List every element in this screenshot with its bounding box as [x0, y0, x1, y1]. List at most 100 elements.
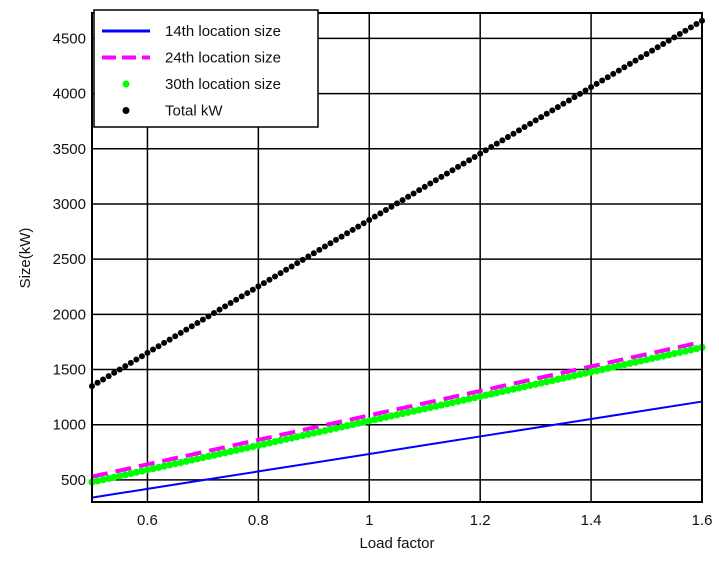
series-total-kw-marker — [105, 373, 112, 380]
series-total-kw-marker — [449, 167, 456, 174]
series-30th-location-size-marker — [227, 447, 235, 456]
series-total-kw-marker — [632, 57, 639, 64]
series-30th-location-size-marker — [382, 413, 390, 421]
series-30th-location-size-marker — [171, 460, 179, 468]
series-30th-location-size-marker — [498, 387, 506, 396]
series-total-kw-marker — [510, 130, 517, 137]
series-30th-location-size-marker — [404, 408, 412, 416]
series-30th-location-size-marker — [182, 457, 190, 465]
series-30th-location-size-marker — [127, 469, 135, 478]
series-total-kw-marker — [443, 170, 450, 177]
series-total-kw-marker — [543, 110, 550, 117]
series-30th-location-size-marker — [570, 372, 579, 380]
series-30th-location-size-marker — [482, 391, 490, 399]
y-tick-label: 4000 — [53, 86, 86, 103]
series-30th-location-size-marker — [493, 389, 501, 397]
series-30th-location-size-marker — [581, 369, 590, 377]
series-30th-location-size-marker — [593, 367, 601, 375]
series-group — [88, 17, 706, 499]
series-total-kw-marker — [643, 50, 650, 57]
series-30th-location-size-marker — [515, 384, 523, 392]
series-30th-location-size-marker — [642, 356, 651, 364]
series-total-kw-marker — [405, 193, 412, 200]
series-30th-location-size-marker — [299, 431, 307, 440]
y-tick-label: 4500 — [53, 30, 86, 47]
series-30th-location-size-marker — [160, 462, 168, 470]
series-30th-location-size-marker — [149, 465, 157, 473]
series-30th-location-size-marker — [576, 370, 584, 379]
y-tick-label: 2000 — [53, 306, 86, 323]
series-total-kw-marker — [676, 31, 683, 38]
legend-label: 30th location size — [165, 76, 281, 93]
series-total-kw-marker — [410, 190, 417, 197]
series-total-kw-marker — [582, 87, 589, 94]
series-total-kw-marker — [338, 233, 345, 240]
series-total-kw-marker — [660, 40, 667, 47]
series-total-kw-marker — [682, 27, 689, 34]
series-30th-location-size-marker — [337, 423, 346, 431]
legend-swatch — [122, 107, 130, 114]
plot-frame — [91, 12, 703, 503]
series-30th-location-size-marker — [609, 363, 617, 371]
series-total-kw-marker — [294, 260, 301, 267]
series-total-kw-marker — [133, 356, 140, 363]
series-30th-location-size-marker — [232, 446, 240, 454]
y-axis-label: Size(kW) — [17, 228, 34, 289]
series-total-kw-marker — [100, 376, 107, 383]
series-30th-location-size-marker — [282, 435, 290, 443]
series-30th-location-size-marker — [332, 424, 340, 432]
x-tick-label: 0.6 — [137, 512, 158, 529]
series-30th-location-size-marker — [276, 436, 285, 445]
series-30th-location-size-marker — [349, 420, 357, 429]
series-total-kw-marker — [610, 70, 617, 77]
series-total-kw-marker — [693, 21, 700, 28]
series-30th-location-size-marker — [626, 359, 634, 367]
series-30th-location-size-marker — [648, 354, 656, 363]
series-total-kw-marker — [183, 326, 190, 333]
series-30th-location-size-marker — [321, 427, 329, 435]
series-total-kw-marker — [671, 34, 678, 41]
series-total-kw-marker — [366, 216, 373, 223]
series-30th-location-size-marker — [487, 390, 495, 398]
series-30th-location-size-marker — [432, 402, 440, 410]
series-total-kw-marker — [288, 263, 295, 270]
series-total-kw-marker — [488, 143, 495, 150]
series-30th-location-size-marker — [154, 463, 163, 472]
series-30th-location-size-marker — [371, 416, 379, 424]
series-30th-location-size-marker — [210, 451, 218, 459]
series-30th-location-size-marker — [537, 379, 545, 387]
series-30th-location-size-marker — [681, 347, 689, 355]
series-30th-location-size-marker — [116, 472, 124, 480]
series-total-kw-marker — [416, 187, 423, 194]
series-30th-location-size-marker — [520, 383, 529, 391]
series-total-kw-marker — [155, 343, 162, 350]
series-total-kw-marker — [615, 67, 622, 74]
series-total-kw-marker — [249, 286, 256, 293]
series-total-kw-marker — [438, 173, 445, 180]
series-total-kw-marker — [388, 203, 395, 210]
x-tick-label: 1.4 — [581, 512, 602, 529]
series-total-kw-marker — [310, 250, 317, 257]
series-30th-location-size-marker — [204, 452, 213, 461]
series-total-kw-marker — [399, 197, 406, 204]
series-total-kw-marker — [577, 90, 583, 97]
legend: 14th location size 24th location size 30th… — [93, 9, 319, 128]
series-total-kw-marker — [205, 313, 212, 320]
series-30th-location-size-marker — [387, 412, 396, 420]
series-30th-location-size-marker — [166, 461, 174, 469]
series-total-kw-marker — [166, 336, 173, 343]
series-30th-location-size-marker — [459, 396, 468, 404]
series-total-kw-marker — [138, 353, 145, 360]
series-30th-location-size-marker — [559, 374, 567, 382]
series-30th-location-size-marker — [471, 394, 479, 402]
series-30th-location-size-marker — [637, 357, 645, 365]
series-total-kw-marker — [665, 37, 672, 44]
series-total-kw-marker — [266, 276, 273, 283]
series-total-kw-marker — [549, 107, 556, 114]
series-30th-location-size-marker — [288, 434, 296, 442]
series-total-kw-marker — [244, 290, 251, 297]
legend-swatch — [122, 80, 130, 88]
series-30th-location-size-marker — [548, 376, 556, 385]
series-30th-location-size-marker — [665, 351, 673, 359]
legend-label: 24th location size — [165, 50, 281, 67]
